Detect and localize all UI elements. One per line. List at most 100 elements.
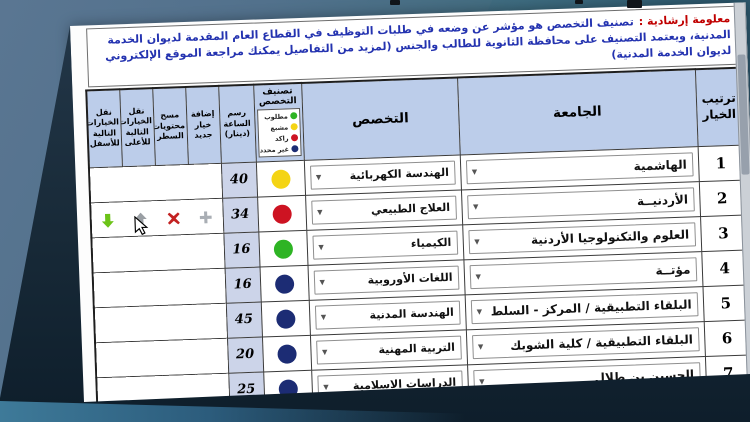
option-rank: 3 — [700, 214, 748, 252]
dropdown-arrow-icon — [467, 168, 478, 176]
legend-dot — [290, 134, 298, 142]
header-move-up: نقل الخيارات التالية للأعلى — [119, 87, 155, 167]
add-option-cell[interactable] — [187, 163, 223, 200]
option-rank: 4 — [701, 249, 749, 287]
dropdown-arrow-icon — [314, 278, 325, 286]
dropdown-arrow-icon — [318, 383, 329, 391]
dropdown-arrow-icon — [473, 343, 484, 351]
fee-cell: 34 — [222, 196, 259, 234]
move-down-icon[interactable] — [101, 213, 114, 228]
fee-cell: 16 — [223, 231, 260, 269]
dropdown-arrow-icon — [313, 243, 324, 251]
dropdown-arrow-icon — [468, 203, 479, 211]
header-classification: تصنيف التخصص مطلوب مشبع راكد غير محدد — [253, 82, 304, 162]
classification-dot — [276, 344, 297, 364]
header-fee: رسم الساعة (دينار) — [218, 84, 256, 164]
banner-text: تصنيف التخصص هو مؤشر عن وضعه في طلبات ال… — [104, 15, 732, 63]
specialization-select[interactable]: الهندسة الكهربائية — [309, 160, 456, 190]
fee-cell: 20 — [226, 336, 264, 374]
choices-table: ترتيب الخيار الجامعة التخصص تصنيف التخصص… — [85, 66, 750, 414]
header-university: الجامعة — [457, 69, 698, 155]
move-up-icon[interactable] — [134, 212, 147, 227]
classification-cell — [261, 335, 312, 372]
specialization-select[interactable]: اللغات الأوروبية — [313, 265, 459, 295]
video-artifact — [390, 0, 400, 5]
mouse-cursor — [134, 215, 149, 235]
fee-cell: 45 — [225, 301, 262, 339]
move-up-cell[interactable] — [123, 200, 158, 237]
legend-dot — [290, 123, 298, 131]
dropdown-arrow-icon — [469, 238, 480, 246]
move-down-cell[interactable] — [88, 166, 124, 203]
header-add-option: إضافة خيار جديد — [185, 85, 221, 165]
option-rank: 5 — [702, 284, 750, 322]
specialization-select[interactable]: العلاج الطبيعي — [310, 195, 457, 225]
classification-cell — [257, 195, 307, 232]
header-move-down: نقل الخيارات التالية للأسفل — [86, 89, 122, 168]
option-rank: 2 — [698, 179, 747, 217]
dropdown-arrow-icon — [316, 313, 327, 321]
move-down-cell[interactable] — [91, 236, 126, 273]
video-artifact — [575, 0, 583, 4]
move-up-cell[interactable] — [125, 270, 160, 307]
clear-row-cell[interactable] — [161, 339, 196, 376]
specialization-select[interactable]: الهندسة المدنية — [314, 300, 461, 330]
clear-row-cell[interactable] — [156, 199, 191, 236]
classification-legend: مطلوب مشبع راكد غير محدد — [256, 108, 302, 158]
options-table-body: 1 الهاشمية الهندسة الكهربائية 40 — [88, 144, 750, 413]
video-artifact — [627, 0, 642, 8]
banner-label: معلومة إرشادية : — [638, 11, 731, 29]
move-up-cell[interactable] — [128, 340, 163, 377]
option-rank: 1 — [697, 144, 745, 182]
fee-cell: 16 — [224, 266, 261, 304]
dropdown-arrow-icon — [472, 308, 483, 316]
move-down-cell[interactable] — [92, 271, 127, 308]
university-select[interactable]: الأردنيــة — [466, 187, 695, 220]
clear-row-cell[interactable] — [158, 269, 193, 306]
legend-dot — [290, 145, 299, 153]
fee-cell: 40 — [220, 161, 258, 199]
university-select[interactable]: مؤتــة — [469, 257, 697, 290]
header-specialization: التخصص — [301, 77, 460, 161]
classification-cell — [260, 300, 310, 337]
university-select[interactable]: العلوم والتكنولوجيا الأردنية — [467, 222, 696, 255]
move-up-cell[interactable] — [126, 305, 162, 342]
legend-item: غير محدد — [260, 143, 299, 155]
add-option-icon[interactable] — [199, 211, 213, 224]
move-down-cell[interactable] — [93, 306, 129, 343]
scrollbar-thumb[interactable] — [737, 54, 750, 175]
move-down-cell[interactable] — [95, 341, 130, 378]
dropdown-arrow-icon — [470, 273, 481, 281]
university-select[interactable]: الهاشمية — [465, 152, 694, 185]
clear-row-icon[interactable] — [167, 212, 180, 225]
classification-dot — [270, 169, 291, 189]
application-page: معلومة إرشادية :تصنيف التخصص هو مؤشر عن … — [70, 2, 750, 422]
clear-row-cell[interactable] — [159, 304, 195, 341]
dropdown-arrow-icon — [311, 173, 322, 181]
classification-dot — [271, 204, 292, 224]
table-row: 2 الأردنيــة العلاج الطبيعي 34 — [90, 179, 747, 238]
classification-title: تصنيف التخصص — [258, 86, 297, 108]
move-up-cell[interactable] — [124, 235, 159, 272]
add-option-cell[interactable] — [194, 338, 229, 375]
add-option-cell[interactable] — [189, 198, 224, 235]
specialization-select[interactable]: التربية المهنية — [315, 335, 462, 365]
classification-dot — [275, 309, 296, 329]
classification-cell — [255, 160, 306, 197]
move-up-cell[interactable] — [121, 165, 157, 202]
classification-cell — [259, 265, 309, 302]
header-clear-row: مسح محتويات السطر — [152, 86, 188, 166]
university-select[interactable]: البلقاء التطبيقية / المركز - السلط — [470, 292, 699, 324]
specialization-select[interactable]: الكيمياء — [311, 230, 458, 260]
add-option-cell[interactable] — [190, 233, 225, 270]
clear-row-cell[interactable] — [157, 234, 192, 271]
university-select[interactable]: البلقاء التطبيقية / كلية الشوبك — [471, 327, 700, 359]
add-option-cell[interactable] — [191, 268, 226, 305]
move-down-cell[interactable] — [90, 201, 125, 238]
classification-cell — [258, 230, 308, 267]
add-option-cell[interactable] — [192, 303, 227, 340]
clear-row-cell[interactable] — [154, 164, 190, 201]
dropdown-arrow-icon — [312, 208, 323, 216]
dropdown-arrow-icon — [317, 348, 328, 356]
